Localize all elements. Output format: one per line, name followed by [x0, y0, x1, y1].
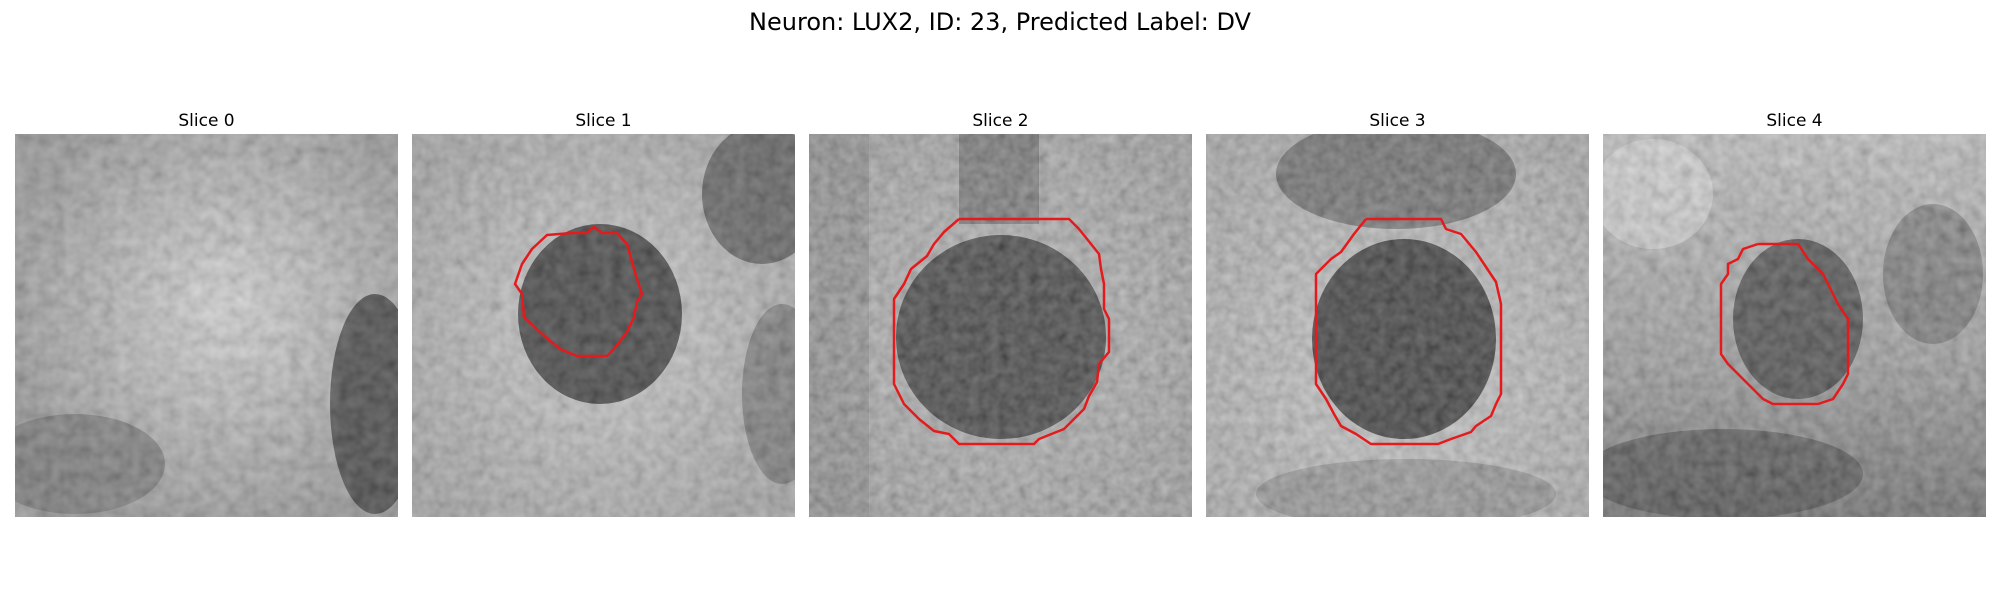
slice-title-4: Slice 4 [1766, 111, 1823, 131]
roi-contour-1 [513, 225, 644, 358]
slice-panel-4: Slice 4 [1603, 108, 1986, 517]
roi-contour-3 [1314, 217, 1503, 446]
slice-panel-2: Slice 2 [809, 108, 1192, 517]
slice-title-2: Slice 2 [972, 111, 1029, 131]
slice-title-1: Slice 1 [575, 111, 632, 131]
roi-contour-4 [1719, 242, 1850, 406]
slice-image-1 [412, 134, 795, 517]
slice-panel-1: Slice 1 [412, 108, 795, 517]
slice-image-4 [1603, 134, 1986, 517]
slice-image-3 [1206, 134, 1589, 517]
slice-title-0: Slice 0 [178, 111, 235, 131]
figure-title: Neuron: LUX2, ID: 23, Predicted Label: D… [749, 8, 1251, 36]
slice-panel-3: Slice 3 [1206, 108, 1589, 517]
slice-title-3: Slice 3 [1369, 111, 1426, 131]
roi-contour-2 [892, 217, 1111, 446]
slice-image-2 [809, 134, 1192, 517]
slice-panel-0: Slice 0 [15, 108, 398, 517]
slice-image-0 [15, 134, 398, 517]
